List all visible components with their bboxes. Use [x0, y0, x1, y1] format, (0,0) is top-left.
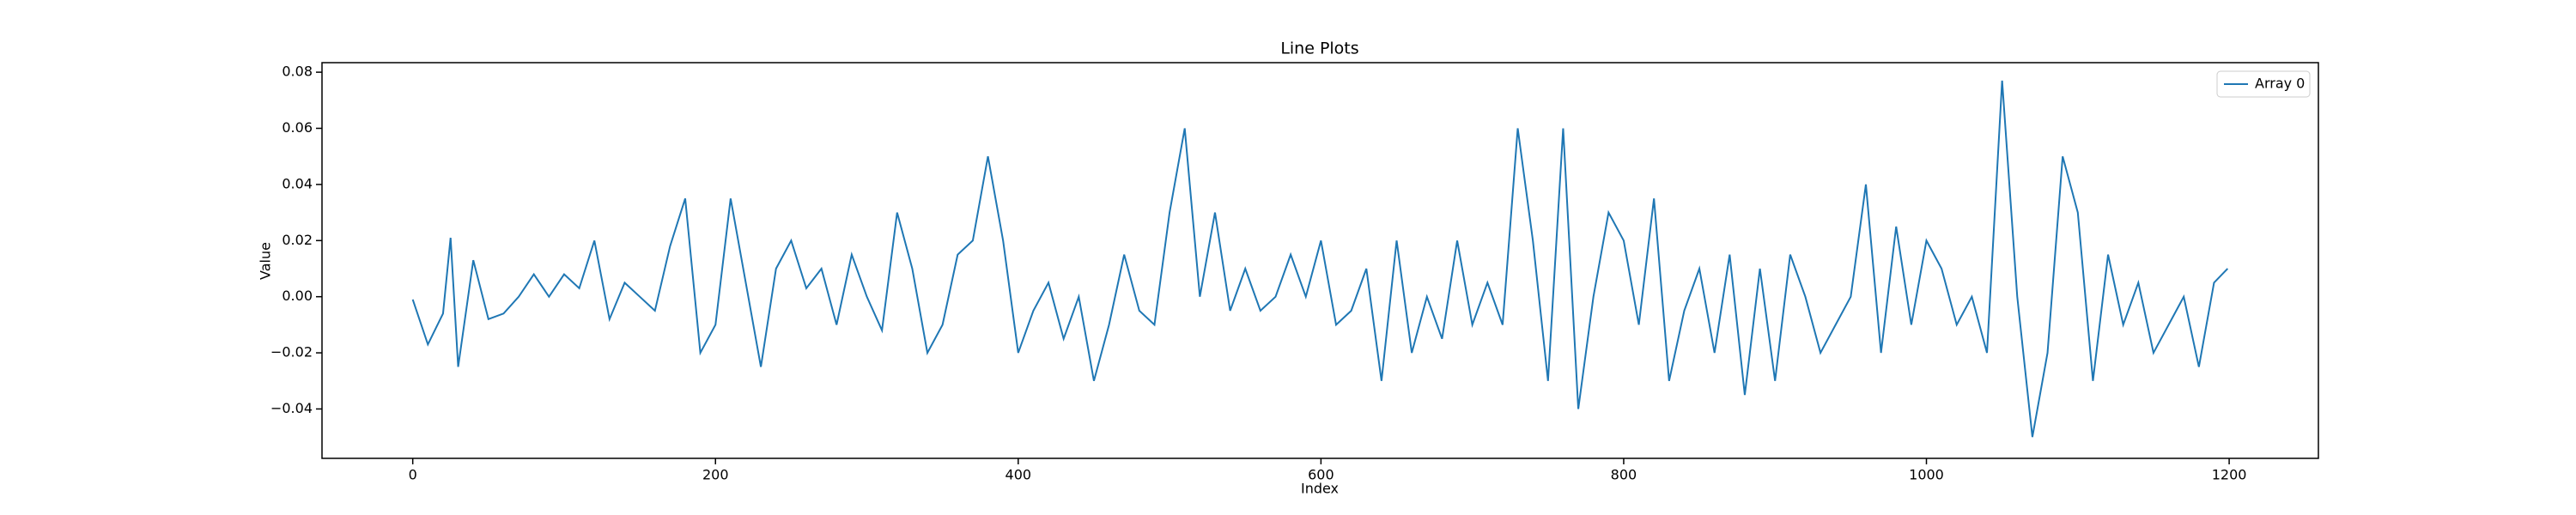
x-tick-label: 400	[1005, 467, 1032, 483]
y-tick-label: 0.02	[282, 232, 313, 248]
chart-title: Line Plots	[1280, 39, 1358, 58]
data-line	[411, 80, 2229, 438]
y-tick-label: 0.00	[282, 288, 313, 304]
y-tick-label: 0.06	[282, 119, 313, 136]
x-axis-label: Index	[1301, 481, 1339, 497]
x-tick-label: 800	[1611, 467, 1637, 483]
y-axis-label: Value	[258, 242, 274, 280]
x-tick-label: 200	[702, 467, 729, 483]
x-tick-label: 1000	[1909, 467, 1944, 483]
y-tick-label: −0.04	[270, 400, 313, 416]
legend-box	[2216, 70, 2311, 98]
legend-label: Array 0	[2255, 76, 2305, 92]
x-tick-label: 1200	[2212, 467, 2247, 483]
y-tick-label: 0.08	[282, 64, 313, 80]
x-tick-label: 600	[1308, 467, 1334, 483]
y-tick-label: 0.04	[282, 175, 313, 191]
y-tick-label: −0.02	[270, 344, 313, 360]
axes-frame	[321, 62, 2319, 459]
x-tick-label: 0	[409, 467, 417, 483]
